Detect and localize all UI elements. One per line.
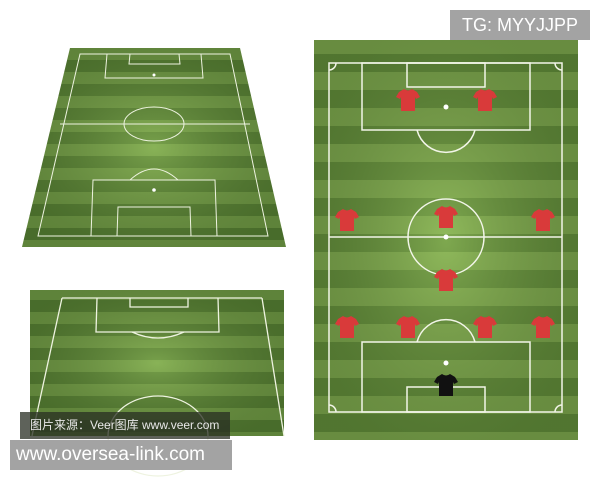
formation-pitch [314, 40, 578, 440]
telegram-watermark: TG: MYYJJPP [450, 10, 590, 40]
image-source-caption: 图片来源：Veer图库 www.veer.com [20, 412, 230, 439]
perspective-pitch [22, 48, 286, 247]
low-angle-pitch [30, 290, 285, 477]
site-watermark: www.oversea-link.com [10, 440, 232, 470]
